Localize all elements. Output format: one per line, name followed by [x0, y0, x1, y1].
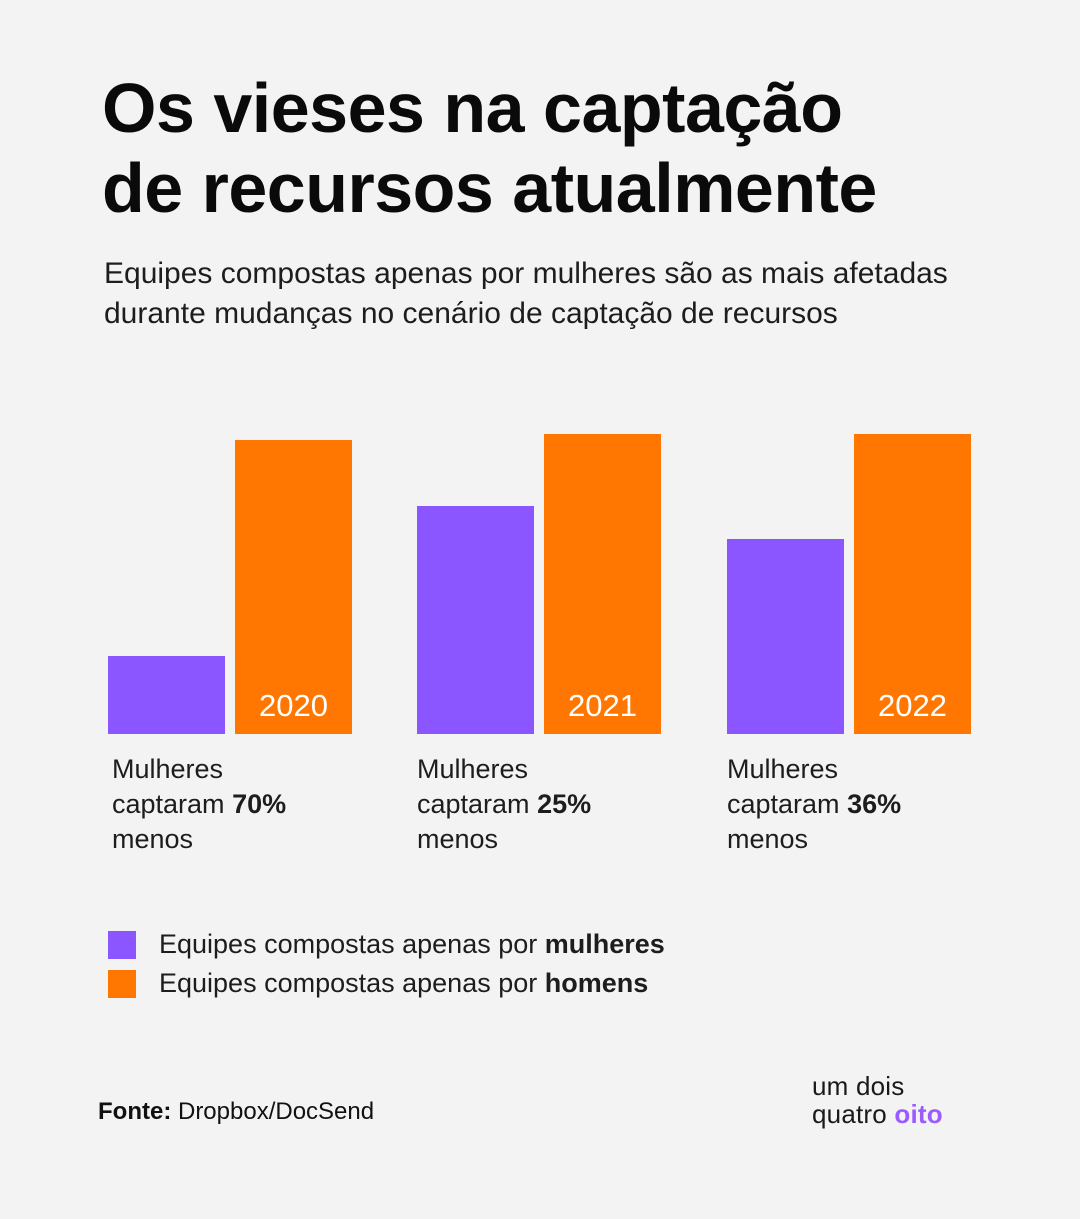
year-label-2020: 2020 — [259, 688, 328, 723]
caption-2021: Mulheres captaram 25% menos — [417, 752, 667, 857]
legend-women-bold: mulheres — [544, 929, 665, 959]
bar-men-2021 — [544, 434, 661, 734]
caption-prefix: Mulheres — [417, 754, 529, 784]
brand-logo: um dois quatro oito — [812, 1072, 943, 1128]
caption-value: 36% — [847, 789, 902, 819]
caption-mid: captaram — [727, 789, 840, 819]
legend-swatch-men — [108, 969, 136, 998]
logo-line-2a: quatro — [812, 1099, 887, 1129]
source: Fonte: Dropbox/DocSend — [98, 1098, 374, 1126]
bar-men-2022 — [854, 434, 971, 734]
caption-value: 25% — [537, 789, 592, 819]
legend: Equipes compostas apenas por mulheres Eq… — [108, 925, 665, 1003]
caption-suffix: menos — [112, 824, 194, 854]
bar-men-2020 — [235, 440, 352, 734]
caption-mid: captaram — [417, 789, 530, 819]
title-line-1: Os vieses na captação — [102, 69, 843, 147]
bar-women-2022 — [727, 539, 844, 734]
caption-suffix: menos — [727, 824, 809, 854]
caption-suffix: menos — [417, 824, 499, 854]
caption-value: 70% — [232, 789, 287, 819]
page-title: Os vieses na captação de recursos atualm… — [102, 68, 1022, 228]
bar-women-2020 — [108, 656, 225, 734]
caption-prefix: Mulheres — [727, 754, 839, 784]
caption-2022: Mulheres captaram 36% menos — [727, 752, 977, 857]
subtitle: Equipes compostas apenas por mulheres sã… — [104, 257, 948, 330]
legend-women-prefix: Equipes compostas apenas por — [159, 929, 538, 959]
legend-men-bold: homens — [544, 968, 649, 998]
title-line-2: de recursos atualmente — [102, 149, 877, 227]
logo-line-2b: oito — [894, 1099, 943, 1129]
source-label: Fonte: — [98, 1098, 172, 1125]
year-label-2022: 2022 — [878, 688, 947, 723]
bar-chart: 2020 2021 2022 — [108, 434, 971, 734]
source-value: Dropbox/DocSend — [177, 1098, 375, 1125]
legend-item-women: Equipes compostas apenas por mulheres — [108, 925, 665, 964]
caption-mid: captaram — [112, 789, 225, 819]
year-label-2021: 2021 — [568, 688, 637, 723]
legend-swatch-women — [108, 930, 136, 959]
caption-prefix: Mulheres — [112, 754, 224, 784]
logo-line-1: um dois — [812, 1071, 905, 1101]
legend-men-prefix: Equipes compostas apenas por — [159, 968, 538, 998]
bar-women-2021 — [417, 506, 534, 734]
caption-2020: Mulheres captaram 70% menos — [112, 752, 362, 857]
legend-item-men: Equipes compostas apenas por homens — [108, 964, 665, 1003]
